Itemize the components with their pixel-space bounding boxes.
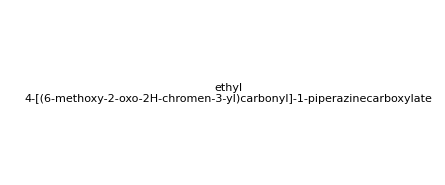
Text: ethyl 4-[(6-methoxy-2-oxo-2H-chromen-3-yl)carbonyl]-1-piperazinecarboxylate: ethyl 4-[(6-methoxy-2-oxo-2H-chromen-3-y…	[24, 83, 432, 104]
